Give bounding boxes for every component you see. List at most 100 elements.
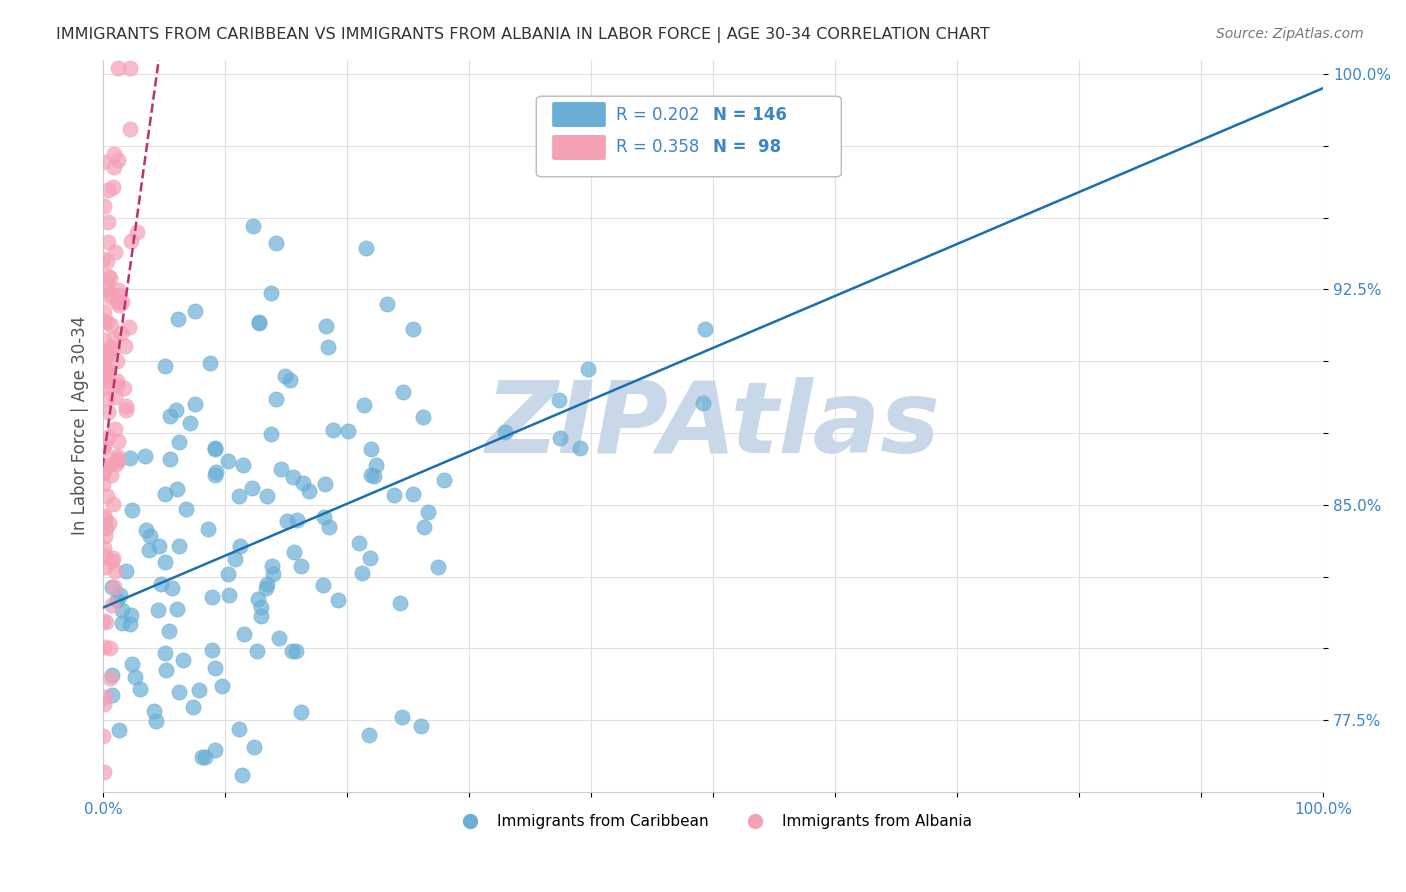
Point [91,477,114,491]
Point [354,241,377,255]
Point [201,643,224,657]
Point [318,520,340,534]
Point [316,340,339,354]
Point [115,402,138,417]
Point [100,581,122,595]
Point [242,219,264,234]
Point [96,366,118,380]
Point [153,555,176,569]
Point [576,361,599,376]
Point [105,295,128,310]
Point [350,566,373,580]
Point [103,160,125,174]
Point [100,467,122,482]
Point [278,372,301,386]
Point [93,439,115,453]
Point [205,465,228,479]
Point [94,281,117,295]
Point [96,521,118,535]
Y-axis label: In Labor Force | Age 30-34: In Labor Force | Age 30-34 [72,316,89,535]
Point [159,409,181,423]
Point [96,344,118,359]
Point [217,454,239,468]
Point [120,234,142,248]
Point [105,457,128,471]
Text: N = 146: N = 146 [713,105,787,123]
Point [96,615,118,629]
Point [548,431,571,445]
Point [143,704,166,718]
Point [228,489,250,503]
Point [148,603,170,617]
Point [110,326,132,340]
Point [360,442,382,457]
Point [283,545,305,559]
Point [312,577,335,591]
Point [184,397,207,411]
Point [256,577,278,591]
Point [165,403,187,417]
Point [204,442,226,456]
Point [105,449,128,463]
Point [389,596,412,610]
Point [104,564,127,578]
Point [159,451,181,466]
Text: R = 0.202: R = 0.202 [616,105,699,123]
Point [111,616,134,631]
Point [298,483,321,498]
Point [96,315,118,329]
Point [104,390,127,404]
Point [314,477,336,491]
Point [149,828,172,842]
Point [198,356,221,370]
Point [93,541,115,556]
Point [103,180,125,194]
Point [247,316,270,330]
Text: N =  98: N = 98 [713,138,782,156]
Point [149,577,172,591]
Point [101,343,124,357]
Point [100,318,122,332]
Point [693,322,716,336]
Point [127,225,149,239]
Point [93,370,115,384]
Point [94,559,117,574]
Point [285,513,308,527]
Point [108,288,131,302]
Text: R = 0.358: R = 0.358 [616,138,699,156]
Point [94,520,117,534]
Point [94,459,117,474]
Point [104,804,127,818]
Point [391,709,413,723]
Point [100,340,122,354]
Point [108,588,131,602]
Point [166,311,188,326]
Point [98,640,121,655]
Point [111,602,134,616]
Point [100,598,122,612]
Point [274,369,297,384]
Point [224,552,246,566]
Point [96,253,118,268]
Point [364,458,387,473]
Text: ZIPAtlas: ZIPAtlas [486,377,941,475]
Point [94,528,117,542]
Point [193,750,215,764]
Point [121,503,143,517]
Point [134,449,156,463]
Point [101,497,124,511]
Point [100,286,122,301]
Point [93,466,115,480]
Point [107,153,129,167]
Point [391,384,413,399]
Point [103,580,125,594]
Point [97,405,120,419]
Point [204,743,226,757]
Point [94,690,117,704]
Point [139,529,162,543]
Point [94,549,117,564]
Point [191,749,214,764]
Point [107,434,129,449]
Point [548,392,571,407]
Point [118,320,141,334]
